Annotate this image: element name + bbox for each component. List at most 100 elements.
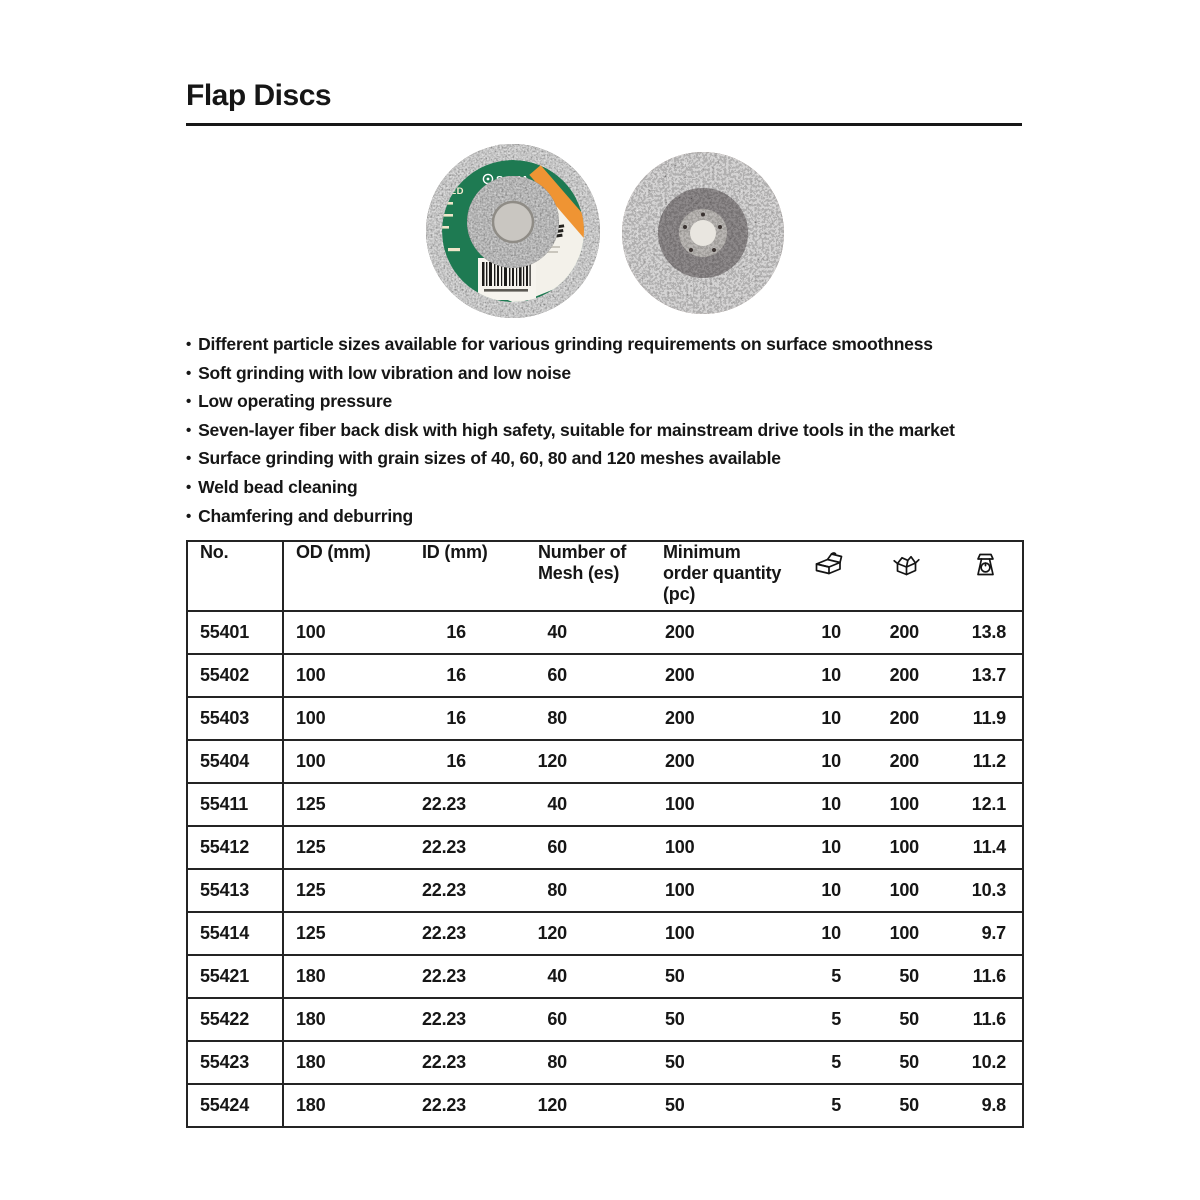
table-cell: 9.8	[981, 1095, 1007, 1115]
table-cell: 50	[665, 1052, 685, 1072]
table-cell: 200	[889, 622, 920, 642]
table-cell: 11.6	[972, 966, 1006, 986]
table-cell: 50	[899, 1095, 919, 1115]
feature-item: Surface grinding with grain sizes of 40,…	[186, 445, 1032, 474]
col-header-mesh: Number of Mesh (es)	[538, 542, 627, 583]
table-cell: 180	[296, 1009, 326, 1029]
table-cell: 55404	[187, 740, 284, 783]
table-row: 55421 180 22.23 40 50 5 50 11.6	[187, 955, 1023, 998]
table-cell: 200	[889, 665, 920, 685]
table-cell: 22.23	[421, 837, 466, 857]
table-cell: 40	[547, 622, 567, 642]
table-cell: 16	[446, 751, 466, 771]
table-cell: 200	[889, 751, 920, 771]
table-cell: 40	[547, 966, 567, 986]
center-hole	[690, 220, 716, 246]
table-cell: 55403	[187, 697, 284, 740]
title-divider	[186, 123, 1022, 126]
table-cell: 60	[547, 837, 567, 857]
table-cell: 9.7	[981, 923, 1007, 943]
scale-icon	[977, 553, 994, 576]
table-cell: 10.3	[971, 880, 1006, 900]
table-cell: 100	[889, 837, 920, 857]
table-cell: 200	[665, 622, 695, 642]
product-images: SATA PED	[186, 140, 1022, 326]
table-cell: 100	[665, 880, 695, 900]
table-body: 55401 100 16 40 200 10 200 13.8 55402 100 16 60 200 1…	[187, 611, 1023, 1127]
table-cell: 5	[831, 966, 841, 986]
table-cell: 55423	[187, 1041, 284, 1084]
table-cell: 55421	[187, 955, 284, 998]
table-cell: 200	[889, 708, 920, 728]
table-cell: 10.2	[971, 1052, 1006, 1072]
table-cell: 10	[821, 880, 841, 900]
table-cell: 10	[821, 837, 841, 857]
table-cell: 22.23	[421, 1095, 466, 1115]
table-cell: 55424	[187, 1084, 284, 1127]
table-cell: 200	[665, 751, 695, 771]
table-cell: 16	[446, 708, 466, 728]
table-cell: 11.2	[972, 751, 1006, 771]
table-cell: 55422	[187, 998, 284, 1041]
inner-box-icon	[815, 552, 843, 575]
table-cell: 22.23	[421, 966, 466, 986]
table-cell: 22.23	[421, 880, 466, 900]
hub-holes	[683, 212, 722, 252]
table-cell: 11.6	[972, 1009, 1006, 1029]
table-row: 55404 100 16 120 200 10 200 11.2	[187, 740, 1023, 783]
flap-disc-front-image: SATA PED	[426, 144, 600, 318]
table-cell: 200	[665, 708, 695, 728]
table-cell: 120	[537, 1095, 568, 1115]
col-header-od: OD (mm)	[296, 542, 371, 562]
table-cell: 22.23	[421, 923, 466, 943]
table-cell: 50	[665, 1009, 685, 1029]
table-cell: 120	[537, 923, 568, 943]
table-cell: 125	[296, 837, 326, 857]
label-fineprint	[544, 246, 560, 253]
table-cell: 80	[547, 708, 567, 728]
table-row: 55422 180 22.23 60 50 5 50 11.6	[187, 998, 1023, 1041]
table-row: 55402 100 16 60 200 10 200 13.7	[187, 654, 1023, 697]
table-cell: 100	[665, 837, 695, 857]
feature-item: Soft grinding with low vibration and low…	[186, 360, 1032, 389]
table-cell: 100	[296, 665, 326, 685]
feature-item: Different particle sizes available for v…	[186, 331, 1032, 360]
table-cell: 12.1	[971, 794, 1006, 814]
table-cell: 100	[296, 622, 326, 642]
col-header-no: No.	[187, 541, 284, 611]
table-cell: 80	[547, 1052, 567, 1072]
table-cell: 10	[821, 665, 841, 685]
table-cell: 55412	[187, 826, 284, 869]
table-cell: 55401	[187, 611, 284, 654]
col-header-moq: Minimum order quantity (pc)	[663, 542, 782, 604]
table-cell: 11.9	[972, 708, 1006, 728]
table-cell: 22.23	[421, 1052, 466, 1072]
table-cell: 180	[296, 1095, 326, 1115]
table-cell: 100	[889, 880, 920, 900]
table-cell: 55411	[187, 783, 284, 826]
table-cell: 16	[446, 622, 466, 642]
table-cell: 100	[889, 923, 920, 943]
table-cell: 16	[446, 665, 466, 685]
col-header-id: ID (mm)	[422, 542, 488, 562]
table-cell: 10	[821, 708, 841, 728]
table-cell: 55402	[187, 654, 284, 697]
table-cell: 22.23	[421, 1009, 466, 1029]
feature-item: Low operating pressure	[186, 388, 1032, 417]
table-cell: 13.8	[971, 622, 1006, 642]
carton-icon	[893, 555, 920, 576]
table-cell: 100	[296, 751, 326, 771]
table-cell: 180	[296, 1052, 326, 1072]
table-cell: 55413	[187, 869, 284, 912]
center-hole	[491, 200, 535, 244]
table-cell: 50	[899, 1009, 919, 1029]
table-row: 55412 125 22.23 60 100 10 100 11.4	[187, 826, 1023, 869]
table-cell: 11.4	[972, 837, 1006, 857]
table-cell: 22.23	[421, 794, 466, 814]
table-cell: 10	[821, 622, 841, 642]
table-cell: 120	[537, 751, 568, 771]
table-row: 55411 125 22.23 40 100 10 100 12.1	[187, 783, 1023, 826]
table-cell: 10	[821, 751, 841, 771]
col-header-carton	[856, 541, 936, 611]
